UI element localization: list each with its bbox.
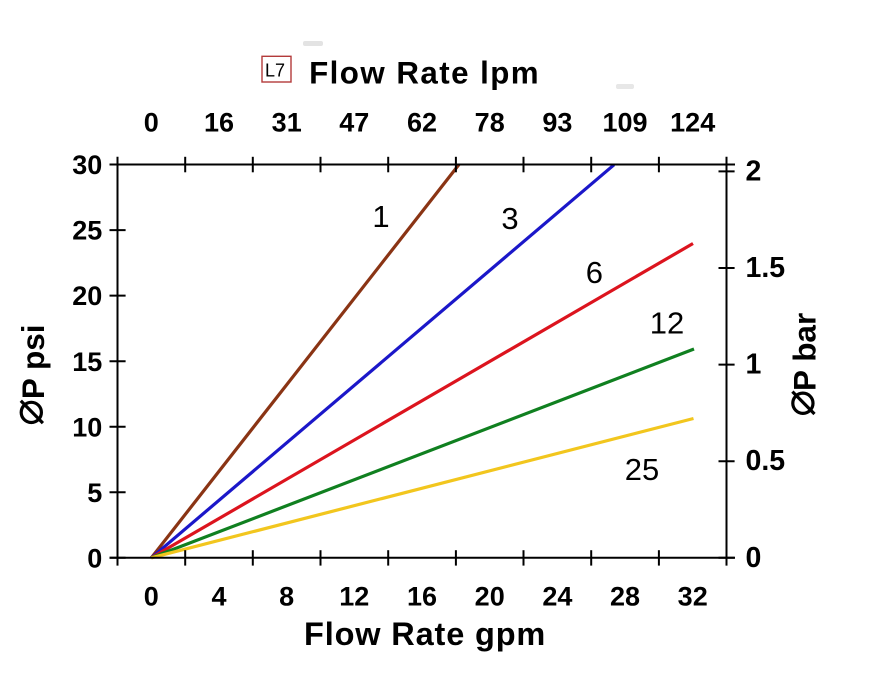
svg-text:10: 10 [72,412,102,442]
svg-text:109: 109 [602,107,647,137]
svg-text:1: 1 [372,199,389,234]
svg-text:5: 5 [87,478,102,508]
svg-text:12: 12 [339,581,369,611]
svg-text:15: 15 [72,347,102,377]
svg-text:P bar: P bar [787,313,823,391]
svg-text:32: 32 [678,581,708,611]
svg-text:P psi: P psi [15,324,51,399]
svg-text:124: 124 [670,107,715,137]
svg-text:L7: L7 [265,61,285,81]
svg-text:0: 0 [144,107,159,137]
svg-text:Flow Rate lpm: Flow Rate lpm [309,55,540,90]
svg-text:62: 62 [407,107,437,137]
svg-text:93: 93 [542,107,572,137]
svg-text:6: 6 [586,255,603,290]
svg-text:25: 25 [72,216,102,246]
svg-text:28: 28 [610,581,640,611]
svg-text:16: 16 [407,581,437,611]
svg-text:20: 20 [72,281,102,311]
svg-text:1: 1 [746,349,762,381]
svg-text:0: 0 [87,543,102,573]
svg-text:Flow Rate gpm: Flow Rate gpm [304,616,546,652]
svg-text:20: 20 [475,581,505,611]
svg-text:2: 2 [746,156,762,188]
svg-text:0.5: 0.5 [746,445,786,477]
svg-text:1.5: 1.5 [746,252,786,284]
svg-text:0: 0 [144,581,159,611]
svg-text:4: 4 [211,581,226,611]
svg-text:12: 12 [650,305,684,340]
svg-text:24: 24 [542,581,572,611]
svg-text:30: 30 [72,150,102,180]
svg-text:31: 31 [272,107,302,137]
svg-text:16: 16 [204,107,234,137]
svg-text:78: 78 [475,107,505,137]
svg-text:8: 8 [279,581,294,611]
svg-text:3: 3 [501,201,518,236]
svg-text:47: 47 [339,107,369,137]
svg-text:25: 25 [625,452,659,487]
svg-text:0: 0 [746,542,762,574]
